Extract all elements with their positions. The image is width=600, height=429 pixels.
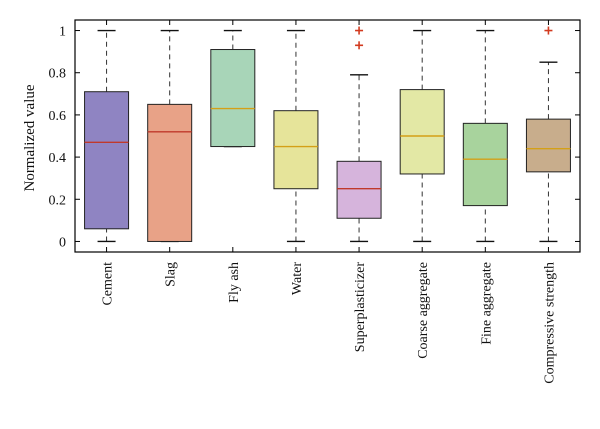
category-label: Fly ash: [227, 262, 242, 303]
y-tick-label: 1: [59, 25, 66, 40]
box: [525, 118, 571, 173]
y-tick-label: 0: [59, 235, 66, 250]
y-tick-label: 0.6: [49, 109, 67, 124]
category-label: Coarse aggregate: [416, 262, 431, 359]
y-tick-label: 0.8: [49, 67, 67, 82]
box: [462, 122, 508, 207]
category-label: Compressive strength: [542, 262, 557, 384]
category-label: Superplasticizer: [353, 262, 368, 353]
category-label: Slag: [164, 262, 179, 287]
box: [147, 103, 193, 242]
category-label: Water: [290, 262, 305, 295]
y-axis-label: Normalized value: [22, 84, 38, 191]
plot-frame: [74, 19, 581, 253]
y-tick-label: 0.4: [49, 151, 67, 166]
box: [210, 49, 256, 148]
box: [273, 110, 319, 190]
box: [84, 91, 130, 230]
box: [399, 89, 445, 175]
category-label: Fine aggregate: [479, 262, 494, 345]
y-tick-label: 0.2: [49, 193, 67, 208]
plot-area: 0 0.2 0.4 0.6 0.8 1 Cement Slag Fly ash Water Supe…: [49, 19, 581, 384]
box: [336, 160, 382, 219]
category-label: Cement: [101, 262, 116, 306]
